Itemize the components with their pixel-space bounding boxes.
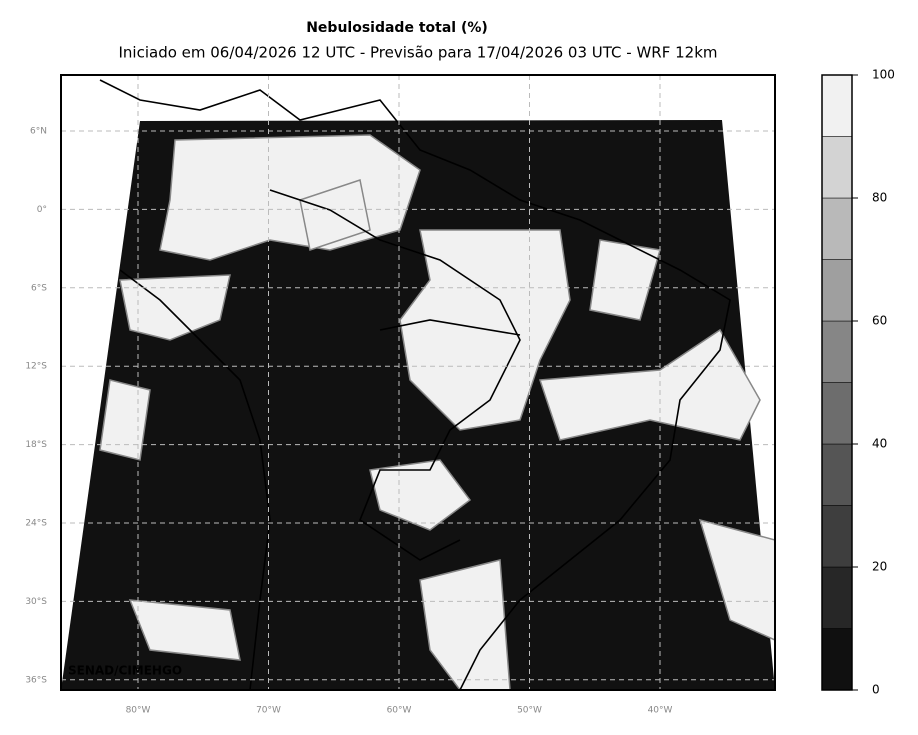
colorbar-band [821,505,853,568]
lat-label: 6°N [30,127,47,137]
lon-label: 70°W [256,706,281,716]
colorbar-band [821,74,853,137]
lat-label: 30°S [25,597,47,607]
subtitle: Iniciado em 06/04/2026 12 UTC - Previsão… [118,44,717,62]
colorbar-frame [821,74,853,691]
map-field [61,75,775,690]
lat-label: 24°S [25,519,47,529]
lon-label: 60°W [387,706,412,716]
map-frame [60,74,776,691]
colorbar-band [821,136,853,199]
colorbar-band [821,443,853,506]
cloud-clear-areas [99,134,775,690]
lat-label: 0° [37,205,47,215]
title: Nebulosidade total (%) [306,20,488,36]
colorbar-band [821,382,853,445]
colorbar-tick-label: 0 [872,683,880,697]
grid [61,75,775,690]
lon-label: 40°W [648,706,673,716]
lon-label: 80°W [126,706,151,716]
colorbar-band [821,628,853,691]
lat-label: 18°S [25,440,47,450]
colorbar-tick-label: 80 [872,191,887,205]
colorbar-tick-label: 40 [872,437,887,451]
colorbar-band [821,259,853,322]
colorbar-tick-label: 100 [872,68,895,82]
credit: SENAD/CIMEHGO [68,664,182,678]
colorbar-tick-label: 20 [872,560,887,574]
lat-label: 12°S [25,362,47,372]
colorbar-tick-label: 60 [872,314,887,328]
colorbar-band [821,197,853,260]
lon-label: 50°W [517,706,542,716]
lat-label: 6°S [31,283,47,293]
colorbar-band [821,566,853,629]
colorbar-band [821,320,853,383]
lat-label: 36°S [25,675,47,685]
borders [99,79,731,690]
